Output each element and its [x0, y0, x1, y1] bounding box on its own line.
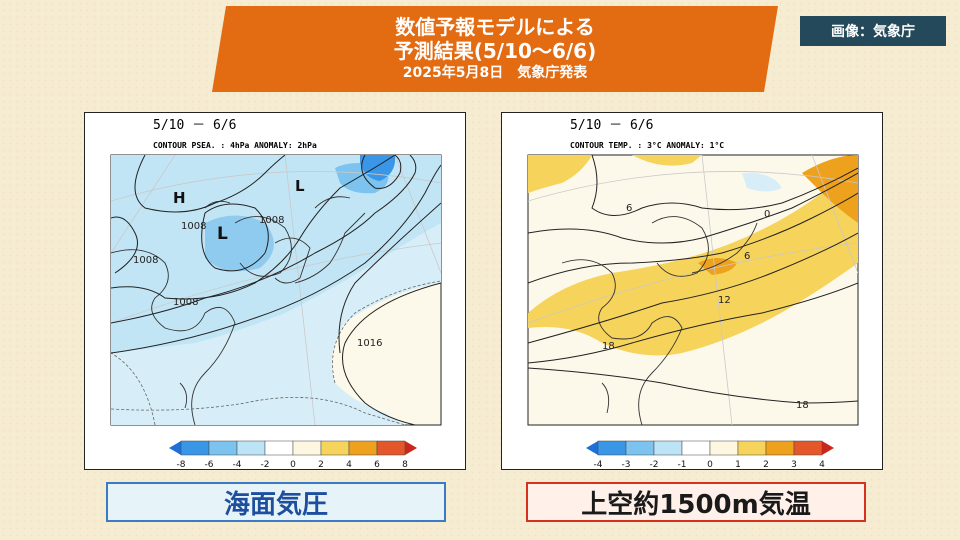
right-contour-label-6-b: 6	[744, 251, 750, 262]
left-legend-tick: 4	[346, 460, 352, 470]
left-contour-label-1008-c: 1008	[133, 255, 158, 266]
right-warm-anomaly-core-2	[698, 258, 737, 275]
right-period-text: 5/10 － 6/6	[570, 118, 653, 133]
right-contour-label-6-a: 6	[626, 203, 632, 214]
sea-level-pressure-label: 海面気圧	[106, 482, 446, 522]
left-legend-tick: 0	[290, 460, 296, 470]
title-line-1: 数値予報モデルによる	[395, 15, 595, 39]
right-legend-tick: 0	[707, 460, 713, 470]
right-legend: -4 -3 -2 -1 0 1 2 3 4	[586, 440, 834, 470]
left-low-anomaly-core	[360, 155, 396, 181]
right-cool-anomaly	[742, 172, 782, 192]
title-line-2: 予測結果(5/10～6/6)	[393, 39, 597, 63]
left-contour-label-1008-a: 1008	[181, 221, 206, 232]
left-period-text: 5/10 － 6/6	[153, 118, 236, 133]
title-line-3: 2025年5月8日 気象庁発表	[402, 65, 588, 81]
left-low-marker-1: L	[217, 224, 228, 244]
right-legend-tick: -2	[650, 460, 659, 470]
right-contour-label-0: 0	[764, 209, 770, 220]
title-banner: 数値予報モデルによる 予測結果(5/10～6/6) 2025年5月8日 気象庁発…	[212, 6, 778, 92]
right-contour-label-12: 12	[718, 295, 731, 306]
right-legend-tick: 2	[763, 460, 769, 470]
left-legend-tick: 2	[318, 460, 324, 470]
left-high-marker: H	[173, 189, 186, 207]
left-legend-tick: -4	[233, 460, 242, 470]
left-legend-tick: -2	[261, 460, 270, 470]
left-legend-tick: -8	[177, 460, 186, 470]
left-low-anomaly-area	[205, 215, 274, 272]
left-legend-tick: -6	[205, 460, 214, 470]
right-warm-anomaly-nw	[528, 155, 592, 193]
left-legend: -8 -6 -4 -2 0 2 4 6 8	[169, 440, 417, 470]
image-credit-badge: 画像：気象庁	[800, 16, 946, 46]
left-negative-anomaly-area-2	[111, 155, 441, 353]
right-contour-label-18-a: 18	[602, 341, 615, 352]
left-low-marker-2: L	[295, 177, 305, 195]
title-banner-shape	[212, 6, 778, 92]
sea-level-pressure-map: 5/10 － 6/6 CONTOUR PSEA. : 4hPa ANOMALY:…	[110, 118, 442, 470]
right-legend-tick: -1	[678, 460, 687, 470]
left-legend-tick: 8	[402, 460, 408, 470]
right-legend-tick: 4	[819, 460, 825, 470]
right-contour-info: CONTOUR TEMP. : 3°C ANOMALY: 1°C	[570, 141, 724, 150]
right-contour-label-18-b: 18	[796, 400, 809, 411]
left-legend-tick: 6	[374, 460, 380, 470]
temperature-850hpa-map-panel: 5/10 － 6/6 CONTOUR TEMP. : 3°C ANOMALY: …	[501, 112, 883, 470]
right-legend-tick: -3	[622, 460, 631, 470]
left-contour-info: CONTOUR PSEA. : 4hPa ANOMALY: 2hPa	[153, 141, 317, 150]
right-legend-tick: 1	[735, 460, 741, 470]
right-warm-anomaly-n	[632, 155, 702, 166]
left-contour-label-1008-b: 1008	[259, 215, 284, 226]
left-contour-label-1008-d: 1008	[173, 297, 198, 308]
temperature-850hpa-label: 上空約1500m気温	[526, 482, 866, 522]
right-legend-tick: -4	[594, 460, 603, 470]
right-legend-tick: 3	[791, 460, 797, 470]
temperature-850hpa-map: 5/10 － 6/6 CONTOUR TEMP. : 3°C ANOMALY: …	[527, 118, 859, 470]
sea-level-pressure-map-panel: 5/10 － 6/6 CONTOUR PSEA. : 4hPa ANOMALY:…	[84, 112, 466, 470]
left-contour-label-1016: 1016	[357, 338, 382, 349]
